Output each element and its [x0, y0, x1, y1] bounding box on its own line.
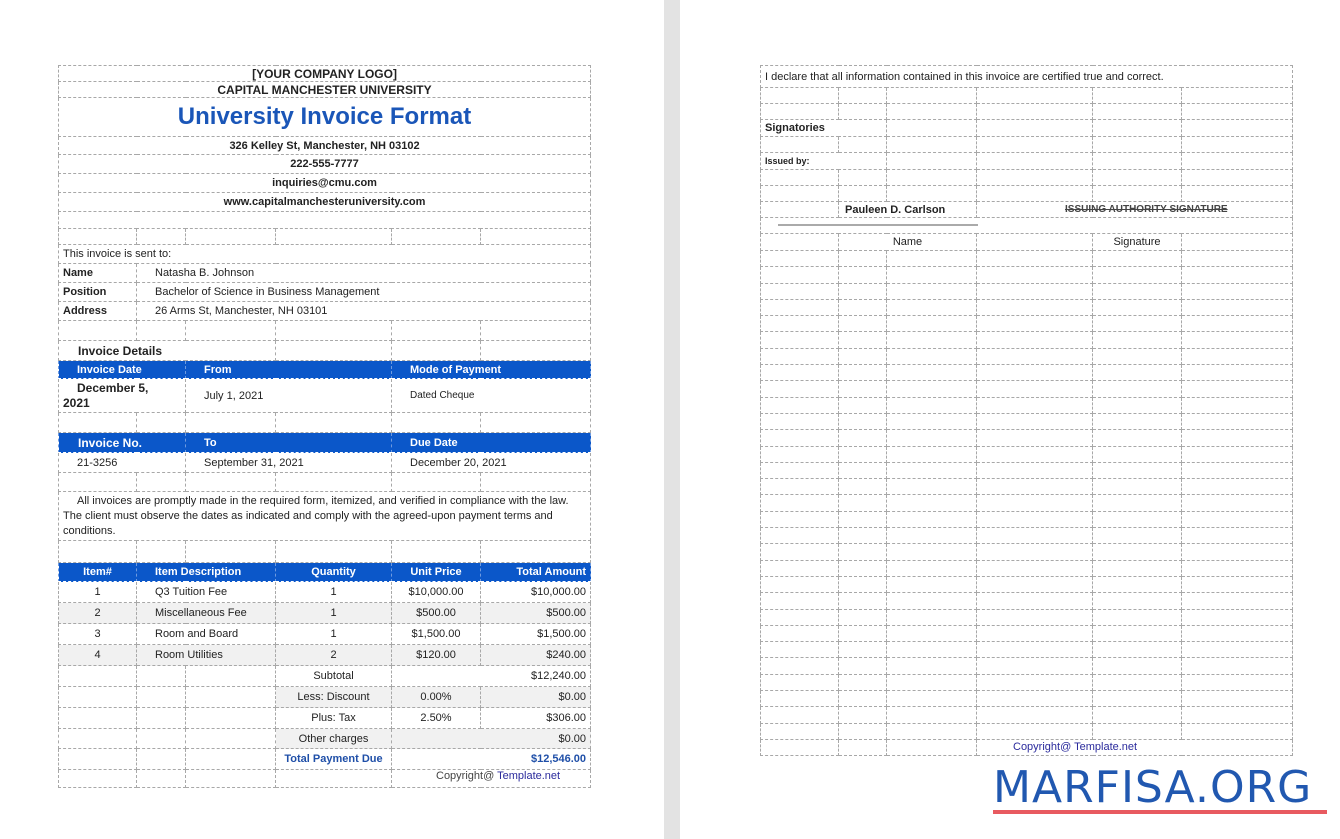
payment-mode: Dated Cheque [390, 378, 592, 413]
recipient-address: 26 Arms St, Manchester, NH 03101 [135, 301, 592, 321]
issuing-authority-signature: ISSUING AUTHORITY SIGNATURE [975, 201, 1294, 218]
item-number: 2 [58, 602, 137, 624]
discount-value: $0.00 [479, 686, 592, 708]
item-unit-price: $500.00 [391, 602, 481, 624]
item-row: 4 Room Utilities 2 $120.00 $240.00 [58, 644, 592, 666]
item-description-header: Item Description [136, 562, 276, 582]
invoice-date: December 5, 2021 [58, 378, 186, 413]
item-description: Miscellaneous Fee [136, 602, 276, 624]
university-address: 326 Kelley St, Manchester, NH 03102 [57, 136, 592, 155]
total-due-value: $12,546.00 [390, 748, 592, 770]
signer-name: Pauleen D. Carlson [838, 201, 977, 218]
discount-label: Less: Discount [275, 686, 392, 708]
item-quantity: 1 [275, 623, 392, 645]
terms-paragraph: All invoices are promptly made in the re… [57, 491, 592, 541]
payment-mode-header: Mode of Payment [390, 360, 592, 379]
item-unit-price: $10,000.00 [391, 581, 481, 603]
name-caption: Name [838, 233, 977, 251]
item-unit-price: $1,500.00 [391, 623, 481, 645]
invoice-page-2: I declare that all information contained… [759, 65, 1294, 756]
from-header: From [185, 360, 392, 379]
page-gap [664, 0, 680, 839]
signature-caption: Signature [1092, 233, 1182, 251]
item-row: 3 Room and Board 1 $1,500.00 $1,500.00 [58, 623, 592, 645]
discount-rate: 0.00% [391, 686, 481, 708]
subtotal-value: $12,240.00 [390, 665, 592, 687]
item-number-header: Item# [58, 562, 137, 582]
recipient-intro: This invoice is sent to: [57, 244, 592, 264]
tax-value: $306.00 [479, 707, 592, 729]
invoice-details-title: Invoice Details [58, 340, 276, 361]
item-number: 1 [58, 581, 137, 603]
watermark-underline [993, 810, 1327, 814]
total-amount-header: Total Amount [479, 562, 592, 582]
copyright: Copyright@ Template.net [390, 769, 592, 788]
template-net-link[interactable]: Template.net [1074, 741, 1138, 754]
item-description: Room and Board [136, 623, 276, 645]
item-quantity: 2 [275, 644, 392, 666]
item-description: Room Utilities [136, 644, 276, 666]
invoice-no-header: Invoice No. [58, 432, 186, 453]
item-total: $1,500.00 [479, 623, 592, 645]
page-title: University Invoice Format [57, 97, 592, 137]
signature-line [778, 224, 978, 226]
other-charges-value: $0.00 [390, 728, 592, 749]
university-email: inquiries@cmu.com [57, 173, 592, 193]
subtotal-label: Subtotal [275, 665, 392, 687]
invoice-page-1: [YOUR COMPANY LOGO] CAPITAL MANCHESTER U… [57, 65, 592, 788]
item-quantity: 1 [275, 602, 392, 624]
position-label: Position [58, 282, 137, 302]
copyright-page-2: Copyright@ Template.net [975, 738, 1294, 756]
invoice-date-header: Invoice Date [58, 360, 186, 379]
template-net-link[interactable]: Template.net [497, 770, 561, 782]
invoice-no: 21-3256 [58, 452, 186, 473]
from-date: July 1, 2021 [185, 378, 392, 413]
recipient-name: Natasha B. Johnson [135, 263, 592, 283]
item-number: 4 [58, 644, 137, 666]
item-description: Q3 Tuition Fee [136, 581, 276, 603]
recipient-position: Bachelor of Science in Business Manageme… [135, 282, 592, 302]
item-row: 1 Q3 Tuition Fee 1 $10,000.00 $10,000.00 [58, 581, 592, 603]
item-total: $10,000.00 [479, 581, 592, 603]
due-date: December 20, 2021 [390, 452, 592, 473]
address-label: Address [58, 301, 137, 321]
item-total: $240.00 [479, 644, 592, 666]
name-label: Name [58, 263, 137, 283]
marfisa-watermark-logo: MARFISA.ORG [993, 762, 1313, 813]
other-charges-label: Other charges [275, 728, 392, 749]
university-phone: 222-555-7777 [57, 154, 592, 174]
quantity-header: Quantity [275, 562, 392, 582]
tax-rate: 2.50% [391, 707, 481, 729]
unit-price-header: Unit Price [391, 562, 481, 582]
signatories-heading: Signatories [760, 119, 887, 137]
tax-label: Plus: Tax [275, 707, 392, 729]
declaration: I declare that all information contained… [759, 65, 1294, 88]
university-website: www.capitalmanchesteruniversity.com [57, 192, 592, 212]
due-date-header: Due Date [390, 432, 592, 453]
company-logo-placeholder: [YOUR COMPANY LOGO] [57, 65, 592, 82]
item-quantity: 1 [275, 581, 392, 603]
item-total: $500.00 [479, 602, 592, 624]
item-row: 2 Miscellaneous Fee 1 $500.00 $500.00 [58, 602, 592, 624]
to-date: September 31, 2021 [185, 452, 392, 473]
item-number: 3 [58, 623, 137, 645]
issued-by-label: Issued by: [760, 152, 887, 170]
university-name: CAPITAL MANCHESTER UNIVERSITY [57, 81, 592, 98]
to-header: To [185, 432, 392, 453]
item-unit-price: $120.00 [391, 644, 481, 666]
total-due-label: Total Payment Due [275, 748, 392, 770]
